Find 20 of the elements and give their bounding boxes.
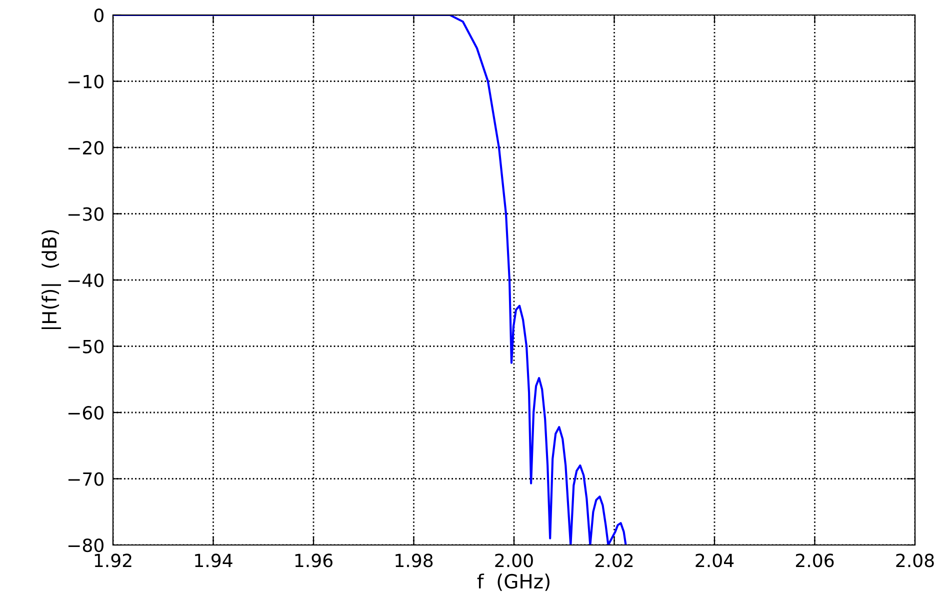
- y-tick-label: −80: [68, 538, 104, 552]
- x-tick-label: 1.98: [396, 554, 433, 568]
- x-tick-label: 1.94: [195, 554, 232, 568]
- x-axis-title: f (GHz): [477, 574, 550, 591]
- x-tick-label: 2.08: [896, 554, 934, 568]
- y-tick-label: −40: [68, 273, 104, 288]
- x-tick-label: 2.06: [796, 554, 834, 568]
- x-tick-label: 2.00: [495, 554, 533, 568]
- y-tick-label: 0: [94, 8, 104, 22]
- x-tick-label: 1.96: [295, 554, 332, 568]
- y-tick-label: −60: [68, 406, 104, 420]
- y-axis-title: |H(f)| (dB): [42, 230, 62, 330]
- y-tick-label: −20: [68, 140, 104, 155]
- x-tick-label: 2.02: [595, 554, 633, 568]
- y-tick-label: −10: [68, 74, 104, 88]
- x-tick-label: 1.92: [94, 554, 132, 568]
- x-tick-label: 2.04: [696, 554, 734, 568]
- y-tick-label: −30: [68, 207, 104, 221]
- y-tick-label: −70: [68, 472, 104, 486]
- y-tick-label: −50: [68, 340, 104, 354]
